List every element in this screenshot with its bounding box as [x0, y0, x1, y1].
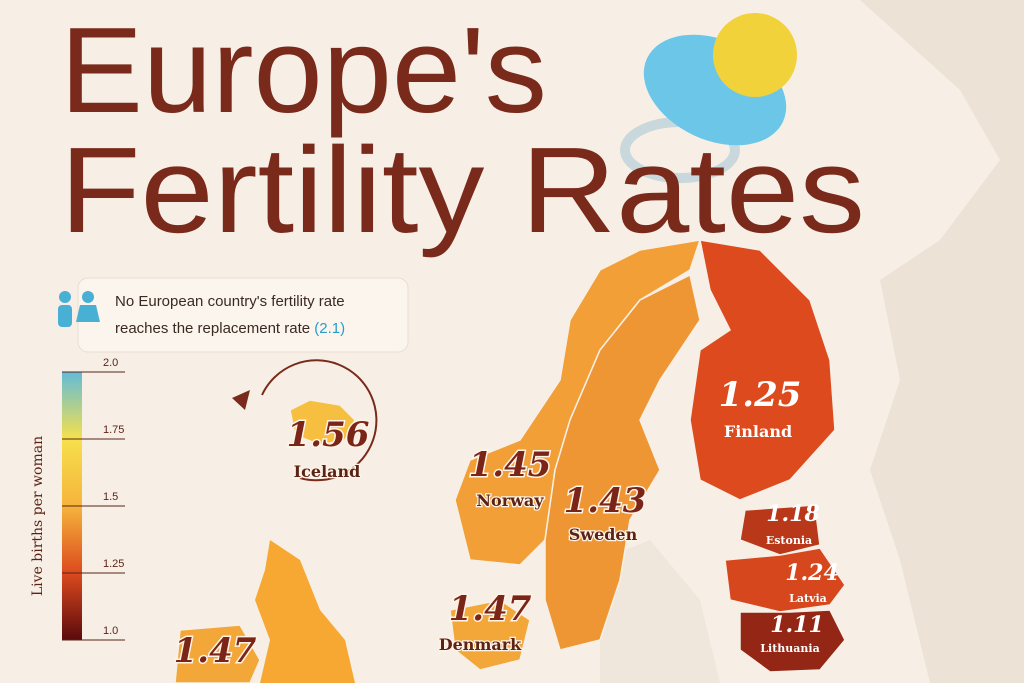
- region-name: Iceland: [294, 462, 361, 481]
- region-name: Denmark: [439, 635, 522, 654]
- iceland-arrow: [232, 390, 250, 410]
- region-name: Norway: [476, 491, 544, 510]
- title-line-1: Europe's: [60, 2, 547, 138]
- uk-shape: [255, 540, 355, 683]
- region-value: 1.18: [766, 501, 820, 527]
- region-name: Sweden: [569, 525, 638, 544]
- region-value: 1.11: [770, 612, 824, 638]
- legend-tick-label: 1.5: [103, 491, 118, 503]
- region-name: Latvia: [789, 592, 827, 605]
- region: [174, 624, 261, 683]
- background-land: [600, 540, 720, 683]
- legend-tick-label: 1.0: [103, 625, 118, 637]
- note-text: reaches the replacement rate (2.1): [115, 320, 345, 337]
- region: [449, 599, 531, 671]
- region: [724, 547, 846, 613]
- iceland-ring: [261, 359, 378, 482]
- region: [739, 504, 821, 556]
- legend: Live births per woman 2.0 1.75 1.5 1.25 1.0: [30, 357, 125, 641]
- region: [289, 399, 356, 446]
- legend-tick-label: 2.0: [103, 357, 118, 369]
- region-value: 1.24: [785, 560, 839, 586]
- region: [689, 239, 836, 501]
- note-text: No European country's fertility rate: [115, 293, 345, 310]
- region-value: 1.56: [287, 415, 370, 455]
- region-value: 1.45: [469, 445, 552, 485]
- background-land: [860, 0, 1024, 683]
- legend-tick-label: 1.75: [103, 424, 124, 436]
- note-text: reaches the replacement rate: [115, 320, 310, 337]
- region-name: Estonia: [766, 534, 812, 547]
- pacifier-knob: [713, 13, 797, 97]
- note-highlight: (2.1): [314, 320, 345, 337]
- region-name: Lithuania: [760, 642, 819, 655]
- region-name: Finland: [724, 422, 792, 441]
- title-line-2: Fertility Rates: [60, 122, 865, 258]
- region-value: 1.25: [719, 375, 802, 415]
- map: 1.56 Iceland 1.45 Norway 1.43 Sweden 1.25 Finla…: [172, 239, 846, 683]
- region: [739, 609, 846, 673]
- region-value: 1.47: [449, 589, 532, 629]
- region: [544, 273, 701, 651]
- region-value: 1.47: [174, 631, 257, 671]
- children-icon: [58, 291, 100, 327]
- legend-title: Live births per woman: [30, 436, 46, 596]
- region-value: 1.43: [564, 481, 647, 521]
- note-box: [77, 277, 409, 353]
- pacifier: [620, 13, 797, 183]
- legend-tick-label: 1.25: [103, 558, 124, 570]
